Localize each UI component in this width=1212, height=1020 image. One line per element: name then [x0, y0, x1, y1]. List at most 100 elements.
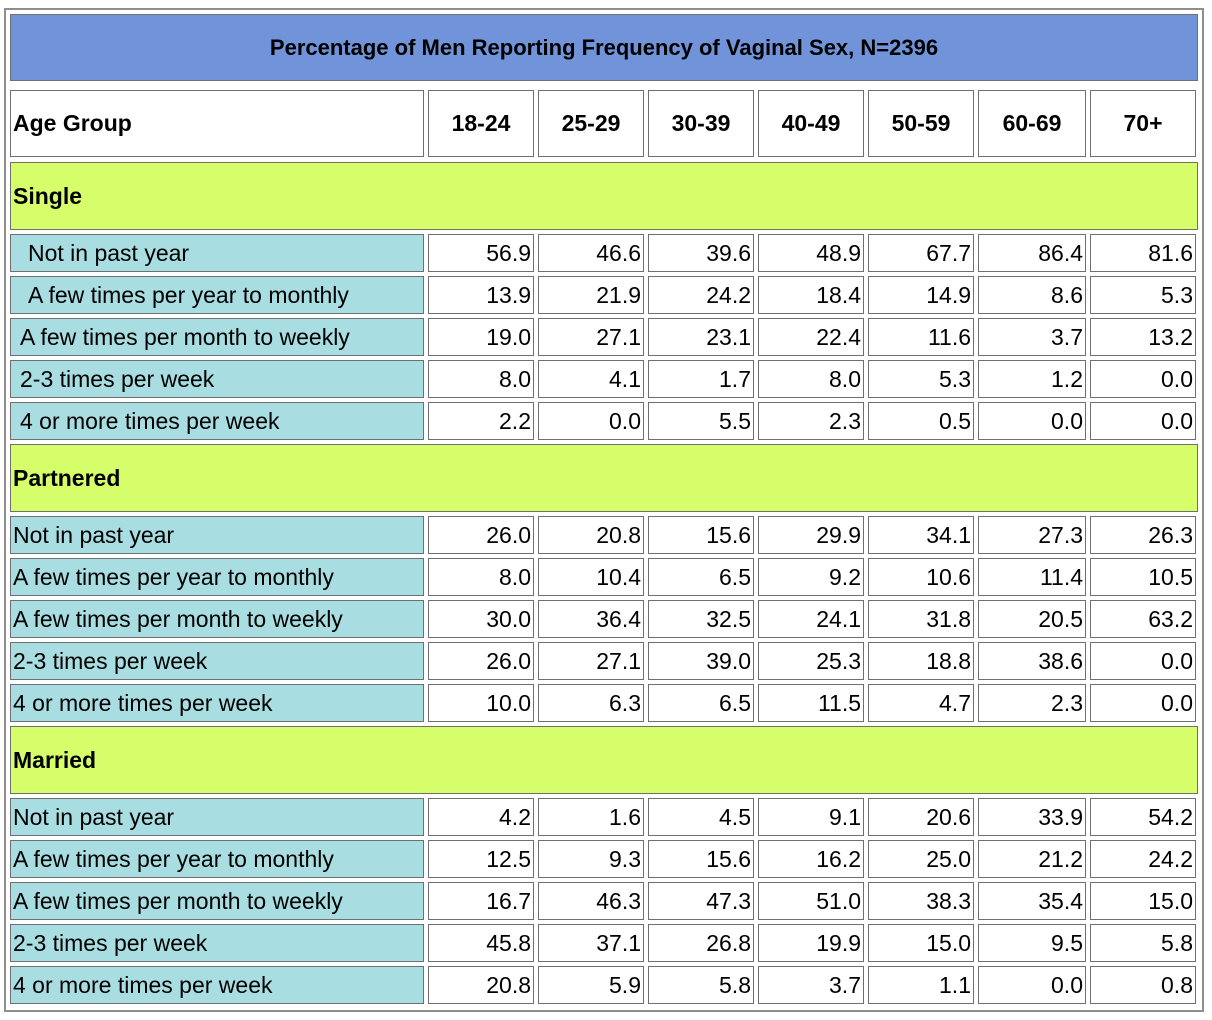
- value-cell: 0.0: [978, 402, 1086, 440]
- value-cell: 10.0: [428, 684, 534, 722]
- value-cell: 1.6: [538, 798, 644, 836]
- value-cell: 16.7: [428, 882, 534, 920]
- value-cell: 21.2: [978, 840, 1086, 878]
- value-cell: 18.8: [868, 642, 974, 680]
- value-cell: 6.5: [648, 558, 754, 596]
- value-cell: 47.3: [648, 882, 754, 920]
- row-label: Not in past year: [10, 234, 424, 272]
- value-cell: 37.1: [538, 924, 644, 962]
- value-cell: 15.6: [648, 516, 754, 554]
- section-header-partnered: Partnered: [10, 444, 1198, 512]
- value-cell: 46.3: [538, 882, 644, 920]
- value-cell: 29.9: [758, 516, 864, 554]
- value-cell: 3.7: [758, 966, 864, 1004]
- value-cell: 5.3: [868, 360, 974, 398]
- row-label: Not in past year: [10, 798, 424, 836]
- header-age-60-69: 60-69: [978, 90, 1086, 157]
- value-cell: 31.8: [868, 600, 974, 638]
- value-cell: 81.6: [1090, 234, 1196, 272]
- header-age-group-label: Age Group: [10, 90, 424, 157]
- value-cell: 0.0: [1090, 402, 1196, 440]
- value-cell: 8.0: [758, 360, 864, 398]
- value-cell: 5.3: [1090, 276, 1196, 314]
- row-label: A few times per year to monthly: [10, 840, 424, 878]
- value-cell: 13.2: [1090, 318, 1196, 356]
- value-cell: 20.8: [538, 516, 644, 554]
- value-cell: 6.5: [648, 684, 754, 722]
- value-cell: 9.2: [758, 558, 864, 596]
- value-cell: 4.1: [538, 360, 644, 398]
- value-cell: 19.9: [758, 924, 864, 962]
- value-cell: 20.5: [978, 600, 1086, 638]
- value-cell: 1.2: [978, 360, 1086, 398]
- value-cell: 8.0: [428, 558, 534, 596]
- row-label: Not in past year: [10, 516, 424, 554]
- value-cell: 38.3: [868, 882, 974, 920]
- value-cell: 15.6: [648, 840, 754, 878]
- value-cell: 32.5: [648, 600, 754, 638]
- value-cell: 46.6: [538, 234, 644, 272]
- value-cell: 22.4: [758, 318, 864, 356]
- value-cell: 24.1: [758, 600, 864, 638]
- value-cell: 10.5: [1090, 558, 1196, 596]
- value-cell: 2.2: [428, 402, 534, 440]
- value-cell: 16.2: [758, 840, 864, 878]
- value-cell: 13.9: [428, 276, 534, 314]
- value-cell: 0.0: [538, 402, 644, 440]
- value-cell: 86.4: [978, 234, 1086, 272]
- value-cell: 39.0: [648, 642, 754, 680]
- row-label: A few times per year to monthly: [10, 558, 424, 596]
- value-cell: 26.3: [1090, 516, 1196, 554]
- value-cell: 10.4: [538, 558, 644, 596]
- value-cell: 27.1: [538, 642, 644, 680]
- header-age-50-59: 50-59: [868, 90, 974, 157]
- value-cell: 33.9: [978, 798, 1086, 836]
- section-header-married: Married: [10, 726, 1198, 794]
- value-cell: 9.1: [758, 798, 864, 836]
- row-label: 4 or more times per week: [10, 684, 424, 722]
- section-header-single: Single: [10, 162, 1198, 230]
- value-cell: 0.8: [1090, 966, 1196, 1004]
- header-age-30-39: 30-39: [648, 90, 754, 157]
- value-cell: 8.6: [978, 276, 1086, 314]
- value-cell: 24.2: [648, 276, 754, 314]
- header-age-70plus: 70+: [1090, 90, 1196, 157]
- value-cell: 12.5: [428, 840, 534, 878]
- value-cell: 11.6: [868, 318, 974, 356]
- value-cell: 5.8: [648, 966, 754, 1004]
- value-cell: 26.0: [428, 516, 534, 554]
- row-label: A few times per month to weekly: [10, 600, 424, 638]
- row-label: 2-3 times per week: [10, 642, 424, 680]
- value-cell: 4.5: [648, 798, 754, 836]
- header-age-25-29: 25-29: [538, 90, 644, 157]
- row-label: 4 or more times per week: [10, 402, 424, 440]
- value-cell: 25.3: [758, 642, 864, 680]
- value-cell: 67.7: [868, 234, 974, 272]
- table-frame: Percentage of Men Reporting Frequency of…: [4, 8, 1204, 1012]
- value-cell: 6.3: [538, 684, 644, 722]
- value-cell: 36.4: [538, 600, 644, 638]
- value-cell: 5.9: [538, 966, 644, 1004]
- value-cell: 3.7: [978, 318, 1086, 356]
- value-cell: 30.0: [428, 600, 534, 638]
- value-cell: 9.5: [978, 924, 1086, 962]
- value-cell: 1.1: [868, 966, 974, 1004]
- value-cell: 15.0: [868, 924, 974, 962]
- value-cell: 48.9: [758, 234, 864, 272]
- value-cell: 26.0: [428, 642, 534, 680]
- value-cell: 20.8: [428, 966, 534, 1004]
- value-cell: 14.9: [868, 276, 974, 314]
- value-cell: 21.9: [538, 276, 644, 314]
- value-cell: 54.2: [1090, 798, 1196, 836]
- value-cell: 5.5: [648, 402, 754, 440]
- value-cell: 9.3: [538, 840, 644, 878]
- value-cell: 0.0: [1090, 360, 1196, 398]
- value-cell: 34.1: [868, 516, 974, 554]
- row-label: A few times per year to monthly: [10, 276, 424, 314]
- value-cell: 39.6: [648, 234, 754, 272]
- value-cell: 23.1: [648, 318, 754, 356]
- value-cell: 35.4: [978, 882, 1086, 920]
- value-cell: 5.8: [1090, 924, 1196, 962]
- value-cell: 10.6: [868, 558, 974, 596]
- value-cell: 25.0: [868, 840, 974, 878]
